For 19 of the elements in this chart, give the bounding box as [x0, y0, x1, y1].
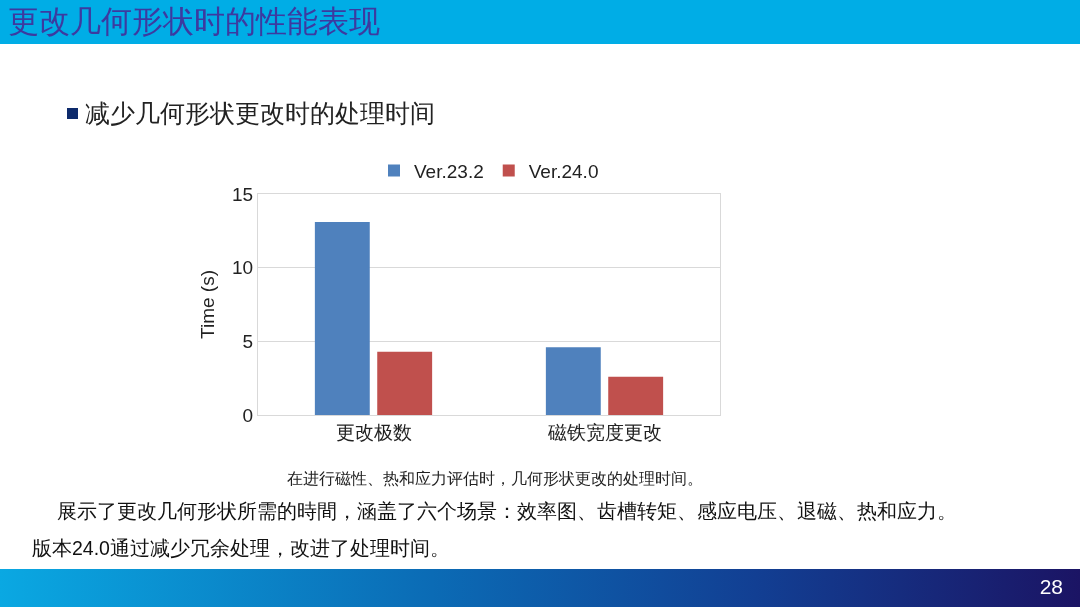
chart-title: 更改几何形状时的性能表现: [8, 3, 380, 41]
bar: [377, 351, 433, 415]
text: 展示了更改几何形状所需的時間，涵盖了六个场景：效率图、齿槽转矩、感应电压、退磁、热和应力。: [57, 499, 957, 524]
y-tick-label: 0: [242, 404, 254, 426]
text: 版本24.0通过减少冗余处理，改进了处理时间。: [32, 536, 450, 561]
bar: [545, 347, 601, 415]
legend-label: Ver.24.0: [528, 160, 599, 182]
y-tick-label: 10: [232, 257, 254, 279]
chart-subtitle: 减少几何形状更改时的处理时间: [85, 98, 435, 129]
bar: [608, 376, 664, 415]
legend-label: Ver.23.2: [414, 160, 484, 182]
text: 28: [1038, 574, 1063, 600]
y-tick-label: 15: [232, 183, 254, 205]
y-axis-title: Time (s): [196, 270, 218, 339]
x-tick-label: 磁铁宽度更改: [546, 421, 662, 443]
bar: [314, 221, 370, 415]
x-tick-label: 更改极数: [335, 421, 412, 443]
text: 在进行磁性、热和应力评估时，几何形状更改的处理时间。: [286, 469, 704, 489]
y-tick-label: 5: [242, 330, 254, 352]
